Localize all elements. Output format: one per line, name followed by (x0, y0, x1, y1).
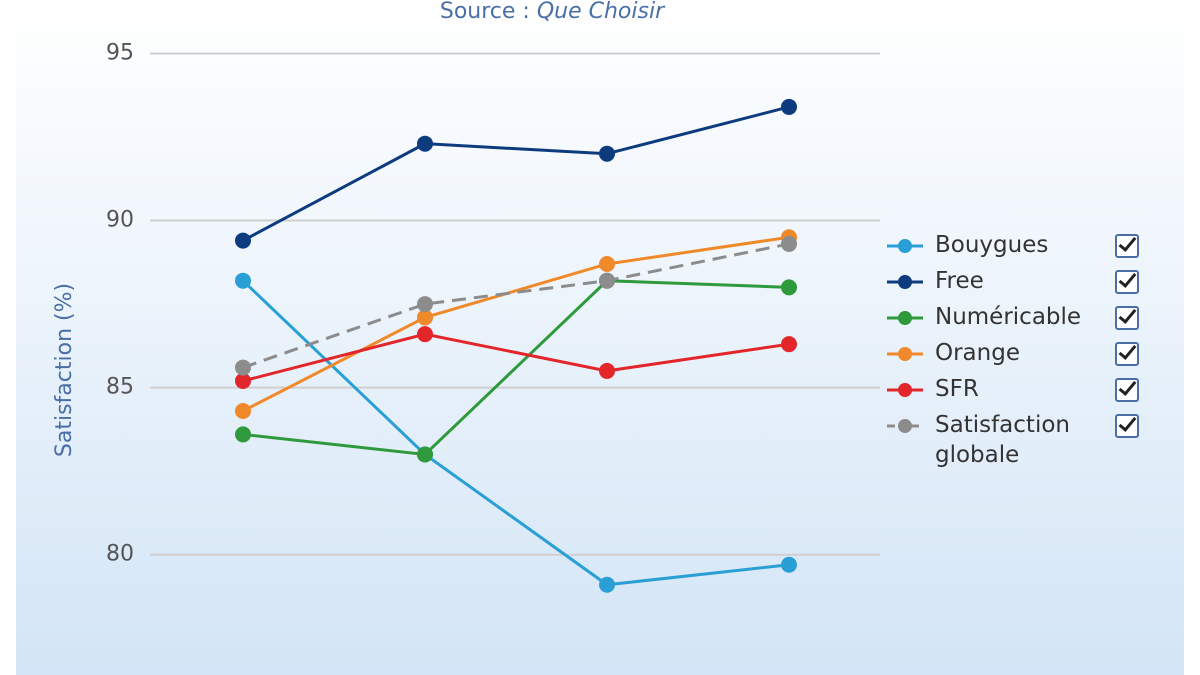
data-point (417, 135, 433, 152)
legend-item[interactable]: Satisfaction globale (885, 410, 1155, 470)
series-line (241, 279, 790, 587)
data-point (781, 235, 797, 252)
y-tick-label: 90 (106, 208, 134, 233)
legend-checkbox[interactable] (1115, 270, 1139, 294)
y-tick-label: 85 (106, 375, 134, 400)
data-point (417, 326, 433, 343)
legend-marker (887, 419, 923, 433)
data-point (599, 362, 615, 379)
series-line (242, 242, 790, 369)
legend-dot (898, 311, 912, 325)
plot-background (16, 0, 1184, 675)
y-axis-title: Satisfaction (%) (52, 283, 77, 457)
data-point (417, 309, 433, 326)
data-point (417, 296, 433, 313)
legend-dot (898, 383, 912, 397)
legend-item[interactable]: Orange (885, 338, 1155, 368)
legend-marker (887, 275, 923, 289)
y-tick-label: 80 (106, 542, 134, 567)
series-line (242, 105, 790, 242)
series-line (242, 279, 790, 457)
data-point (235, 272, 251, 289)
legend-item[interactable]: Numéricable (885, 302, 1155, 332)
legend-label: SFR (935, 376, 979, 402)
legend-item[interactable]: Free (885, 266, 1155, 296)
legend-item[interactable]: SFR (885, 374, 1155, 404)
legend-checkbox[interactable] (1115, 306, 1139, 330)
series-line (242, 235, 790, 413)
legend: Bouygues Free Numéricable Orange SFR Satisfac… (885, 230, 1155, 476)
legend-dot (898, 275, 912, 289)
legend-marker (887, 347, 923, 361)
legend-label: Orange (935, 340, 1020, 366)
legend-label: Numéricable (935, 304, 1082, 330)
data-point (781, 279, 797, 296)
data-point (599, 255, 615, 272)
data-point (599, 576, 615, 593)
subtitle-source: Que Choisir (537, 0, 666, 24)
legend-dot (898, 347, 912, 361)
legend-item[interactable]: Bouygues (885, 230, 1155, 260)
data-point (599, 272, 615, 289)
legend-checkbox[interactable] (1115, 342, 1139, 366)
legend-checkbox[interactable] (1115, 378, 1139, 402)
data-point (235, 403, 251, 420)
data-point (235, 372, 251, 389)
legend-checkbox[interactable] (1115, 414, 1139, 438)
data-point (781, 556, 797, 573)
legend-label: Satisfaction globale (935, 412, 1070, 468)
legend-marker (887, 311, 923, 325)
data-point (781, 336, 797, 353)
data-point (417, 446, 433, 463)
legend-checkbox[interactable] (1115, 234, 1139, 258)
subtitle: Source : Que Choisir (440, 0, 666, 24)
legend-label: Free (935, 268, 984, 294)
data-point (599, 145, 615, 162)
data-point (235, 359, 251, 376)
legend-label: Bouygues (935, 232, 1049, 258)
data-point (235, 232, 251, 249)
legend-marker (887, 239, 923, 253)
data-point (235, 426, 251, 443)
data-point (781, 98, 797, 115)
legend-dot (898, 239, 912, 253)
legend-marker (887, 383, 923, 397)
y-tick-label: 95 (106, 40, 134, 65)
legend-dot (898, 419, 912, 433)
subtitle-label: Source : (440, 0, 530, 24)
series-line (242, 332, 790, 383)
